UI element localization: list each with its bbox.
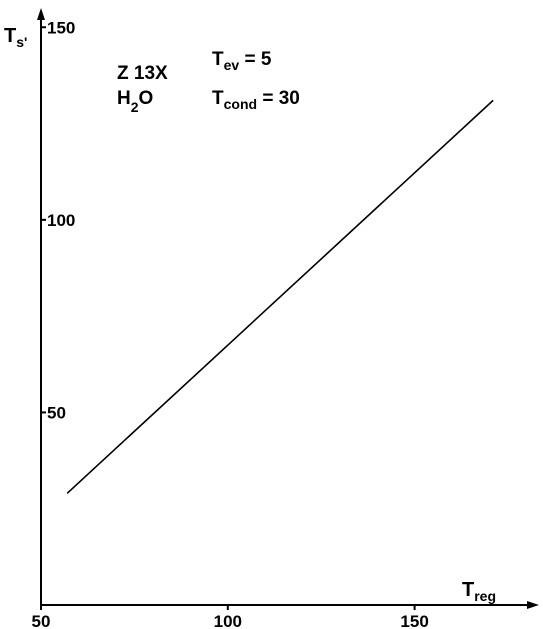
x-tick-label: 50 <box>32 612 51 629</box>
series-group <box>66 99 494 494</box>
y-tick-label: 50 <box>47 403 66 422</box>
x-axis-label: Treg <box>462 579 496 604</box>
material-label: Z 13X <box>117 63 168 84</box>
x-axis-arrow <box>527 601 539 609</box>
y-axis-arrow <box>37 8 45 20</box>
series-line <box>66 99 494 494</box>
t-ev-label: Tev = 5 <box>212 49 272 73</box>
x-tick-label: 100 <box>214 612 242 629</box>
ticks: 50 100 150 50 100 150 <box>32 18 429 629</box>
y-axis-label: Ts' <box>4 25 27 50</box>
y-tick-label: 100 <box>47 211 75 230</box>
fluid-label: H2O <box>117 88 153 115</box>
t-cond-label: Tcond = 30 <box>212 88 300 112</box>
x-tick-label: 150 <box>400 612 428 629</box>
y-tick-label: 150 <box>47 18 75 37</box>
